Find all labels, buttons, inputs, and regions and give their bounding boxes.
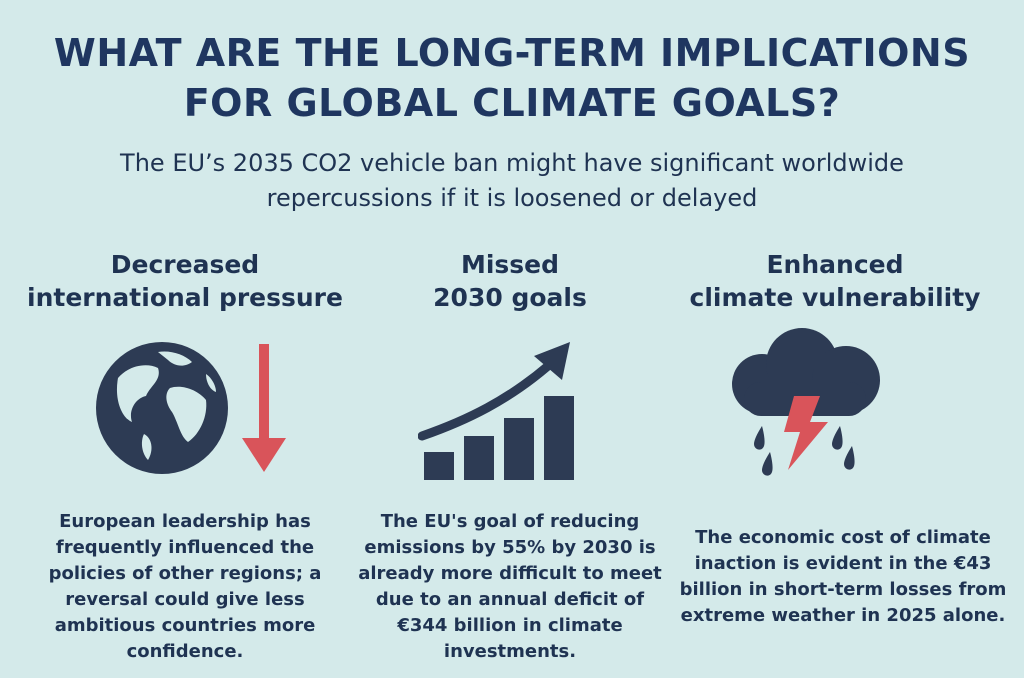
heading-line-2: international pressure [27, 283, 343, 312]
subtitle-line-1: The EU’s 2035 CO2 vehicle ban might have… [120, 149, 904, 177]
heading-line-1: Enhanced [766, 250, 904, 279]
text-line: policies of other regions; a [48, 563, 322, 584]
globe-with-down-arrow-icon [88, 338, 298, 482]
text-line: The economic cost of climate [695, 527, 991, 548]
column-heading: Decreased international pressure [20, 248, 350, 314]
heading-line-2: climate vulnerability [689, 283, 981, 312]
column-missed-goals: Missed 2030 goals [340, 248, 680, 314]
text-line: European leadership has [59, 511, 311, 532]
text-line: extreme weather in 2025 alone. [680, 605, 1006, 626]
text-line: investments. [443, 641, 577, 662]
page-subtitle: The EU’s 2035 CO2 vehicle ban might have… [0, 146, 1024, 216]
bar-icon-4 [544, 396, 574, 480]
text-line: due to an annual deficit of [375, 589, 645, 610]
heading-line-2: 2030 goals [433, 283, 587, 312]
text-line: frequently influenced the [55, 537, 315, 558]
heading-line-1: Decreased [110, 250, 260, 279]
column-2-description: The EU's goal of reducing emissions by 5… [355, 509, 665, 665]
lightning-bolt-icon [784, 396, 828, 470]
bar-icon-3 [504, 418, 534, 480]
storm-cloud-icon [724, 326, 889, 480]
text-line: billion in short-term losses from [679, 579, 1007, 600]
bar-icon-1 [424, 452, 454, 480]
column-international-pressure: Decreased international pressure [20, 248, 350, 314]
text-line: emissions by 55% by 2030 is [364, 537, 656, 558]
globe-icon [96, 342, 228, 474]
column-heading: Missed 2030 goals [340, 248, 680, 314]
title-line-1: WHAT ARE THE LONG-TERM IMPLICATIONS [53, 31, 971, 75]
bar-icon-2 [464, 436, 494, 480]
column-climate-vulnerability: Enhanced climate vulnerability [660, 248, 1010, 314]
raindrops-icon [754, 426, 855, 476]
text-line: already more difficult to meet [358, 563, 662, 584]
text-line: reversal could give less [65, 589, 305, 610]
column-heading: Enhanced climate vulnerability [660, 248, 1010, 314]
heading-line-1: Missed [460, 250, 560, 279]
text-line: ambitious countries more [54, 615, 316, 636]
subtitle-line-2: repercussions if it is loosened or delay… [266, 184, 758, 212]
text-line: €344 billion in climate [397, 615, 623, 636]
title-line-2: FOR GLOBAL CLIMATE GOALS? [183, 81, 841, 125]
arrow-head-icon [534, 342, 570, 380]
down-arrow-icon [242, 344, 286, 472]
page-title: WHAT ARE THE LONG-TERM IMPLICATIONS FOR … [0, 28, 1024, 128]
text-line: inaction is evident in the €43 [694, 553, 992, 574]
column-3-description: The economic cost of climate inaction is… [672, 525, 1014, 629]
column-1-description: European leadership has frequently influ… [35, 509, 335, 665]
text-line: confidence. [126, 641, 244, 662]
text-line: The EU's goal of reducing [380, 511, 640, 532]
rising-bar-chart-icon [417, 338, 588, 487]
